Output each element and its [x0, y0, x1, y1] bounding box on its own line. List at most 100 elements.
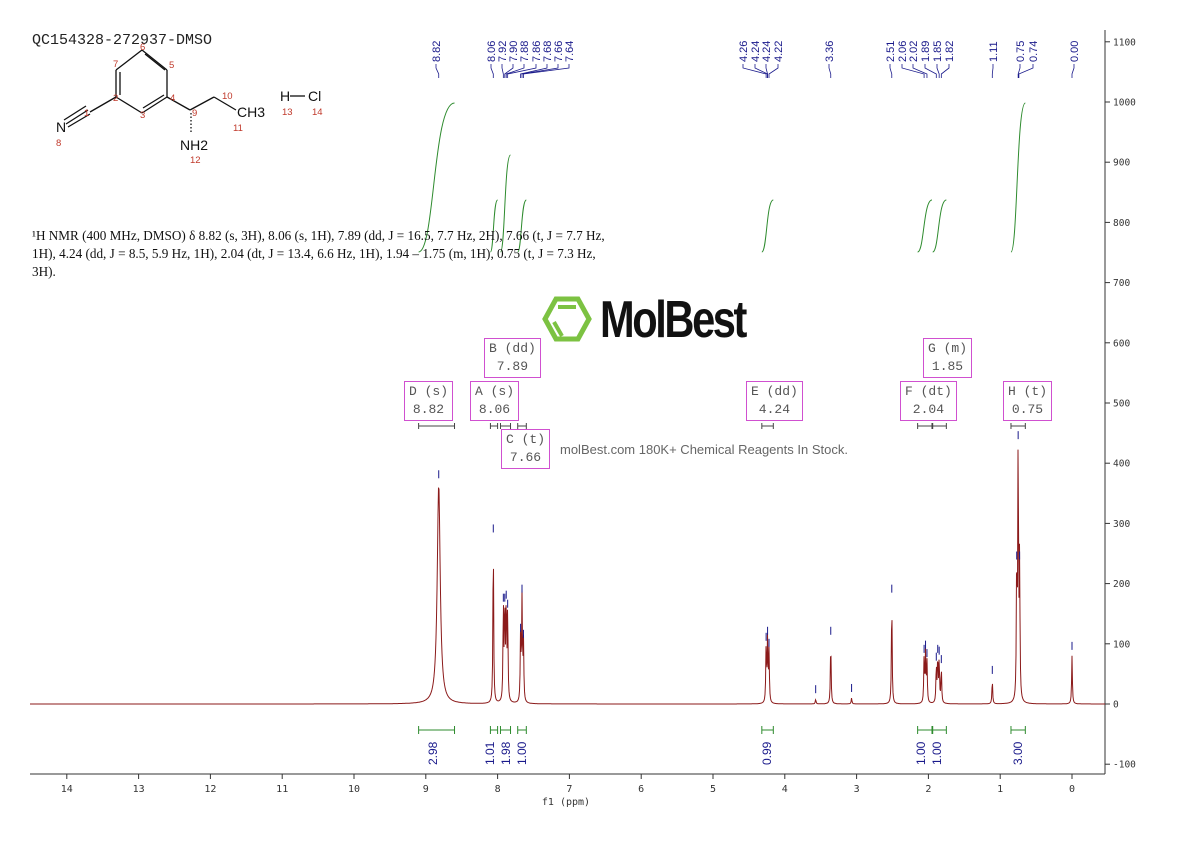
- multiplet-range: [499, 423, 512, 429]
- multiplet-range: [917, 423, 933, 429]
- x-tick-label: 4: [782, 784, 788, 795]
- peak-label: 1.82: [944, 41, 956, 62]
- sample-id: QC154328-272937-DMSO: [32, 32, 213, 49]
- integral-bracket: [761, 726, 774, 734]
- atom-cl: Cl: [308, 88, 321, 104]
- integral-bracket: [418, 726, 456, 734]
- peak-label: 2.02: [908, 41, 920, 62]
- integral-bracket: [499, 726, 512, 734]
- x-tick-label: 6: [638, 784, 644, 795]
- peak-label-connector: [520, 64, 548, 78]
- x-tick-label: 12: [204, 784, 216, 795]
- peak-label: 0.00: [1069, 41, 1081, 62]
- x-tick-label: 8: [495, 784, 501, 795]
- peak-label: 8.82: [431, 41, 443, 62]
- x-tick-label: 14: [61, 784, 73, 795]
- atom-number: 8: [56, 138, 61, 149]
- multiplet-range: [1010, 423, 1026, 429]
- multiplet-shift: 4.24: [758, 402, 791, 417]
- multiplet-range: [489, 423, 499, 429]
- multiplet-name: F (dt): [905, 384, 952, 399]
- y-tick-label: 1100: [1113, 37, 1136, 48]
- peak-label-connector: [768, 64, 779, 78]
- multiplet-range: [418, 423, 456, 429]
- integral-curve: [418, 102, 455, 253]
- atom-number: 9: [192, 108, 197, 119]
- nmr-description: ¹H NMR (400 MHz, DMSO) δ 8.82 (s, 3H), 8…: [32, 228, 605, 279]
- multiplet-box: E (dd) 4.24: [746, 381, 803, 421]
- integral-curve: [499, 154, 512, 253]
- multiplet-box: G (m) 1.85: [923, 338, 973, 378]
- peak-label-connector: [742, 64, 767, 78]
- peak-label-connector: [1018, 64, 1034, 78]
- atom-number: 10: [222, 91, 233, 102]
- peak-label-connector: [991, 64, 994, 78]
- multiplet-name: E (dd): [751, 384, 798, 399]
- integral-value: 1.00: [515, 741, 529, 765]
- multiplet-shift: 8.82: [412, 402, 445, 417]
- peak-label: 2.51: [885, 41, 897, 62]
- atom-number: 2: [113, 93, 118, 104]
- x-tick-label: 1: [997, 784, 1003, 795]
- x-axis-label: f1 (ppm): [542, 797, 590, 808]
- integral-bracket: [917, 726, 933, 734]
- integral-curve: [932, 199, 947, 253]
- x-tick-label: 10: [348, 784, 360, 795]
- atom-h: H: [280, 88, 290, 104]
- integral-bracket: [517, 726, 527, 734]
- peak-label-connector: [501, 64, 504, 78]
- multiplet-name: G (m): [928, 341, 968, 356]
- atom-n: N: [56, 119, 66, 135]
- y-tick-label: 100: [1113, 639, 1130, 650]
- x-tick-label: 7: [566, 784, 572, 795]
- atom-number: 5: [169, 60, 174, 71]
- peak-label: 0.74: [1028, 41, 1040, 62]
- watermark-logo: MolBest: [600, 291, 747, 349]
- atom-number: 4: [170, 93, 175, 104]
- peak-label: 7.90: [508, 41, 520, 62]
- multiplet-box: A (s) 8.06: [470, 381, 520, 421]
- integral-value: 3.00: [1011, 741, 1025, 765]
- atom-ch3: CH3: [237, 104, 265, 120]
- peak-label-connector: [1071, 64, 1075, 78]
- peak-label: 4.26: [738, 41, 750, 62]
- atom-number: 14: [312, 107, 323, 118]
- peak-label: 4.24: [750, 41, 762, 62]
- atom-number: 13: [282, 107, 293, 118]
- atom-number: 1: [84, 108, 89, 119]
- multiplet-shift: 7.89: [496, 359, 529, 374]
- multiplet-range: [517, 423, 527, 429]
- peak-label-connector: [523, 64, 570, 78]
- multiplet-name: H (t): [1008, 384, 1048, 399]
- integral-value: 1.00: [914, 741, 928, 765]
- peak-label-connector: [504, 64, 514, 78]
- peak-label: 7.86: [531, 41, 543, 62]
- x-tick-label: 5: [710, 784, 716, 795]
- multiplet-shift: 7.66: [509, 450, 542, 465]
- peak-label: 8.06: [486, 41, 498, 62]
- peak-label: 1.85: [932, 41, 944, 62]
- peak-label-connector: [936, 64, 940, 78]
- peak-label-connector: [765, 64, 768, 78]
- x-tick-label: 2: [925, 784, 931, 795]
- peak-label-connector: [1017, 64, 1021, 78]
- atom-number: 12: [190, 155, 201, 166]
- watermark-text: molBest.com 180K+ Chemical Reagents In S…: [560, 442, 848, 457]
- peak-label-connector: [490, 64, 494, 78]
- multiplet-box: H (t) 0.75: [1003, 381, 1053, 421]
- peak-label: 7.92: [497, 41, 509, 62]
- integral-bracket: [489, 726, 499, 734]
- atom-number: 3: [140, 110, 145, 121]
- x-tick-label: 0: [1069, 784, 1075, 795]
- peak-label-connector: [901, 64, 925, 78]
- y-tick-label: 800: [1113, 218, 1130, 229]
- integral-value: 1.01: [483, 741, 497, 765]
- peak-label-connector: [924, 64, 937, 78]
- integral-bracket: [932, 726, 947, 734]
- multiplet-range: [761, 423, 774, 429]
- integral-curve: [1010, 102, 1026, 253]
- peak-label: 7.88: [519, 41, 531, 62]
- integral-value: 0.99: [760, 741, 774, 765]
